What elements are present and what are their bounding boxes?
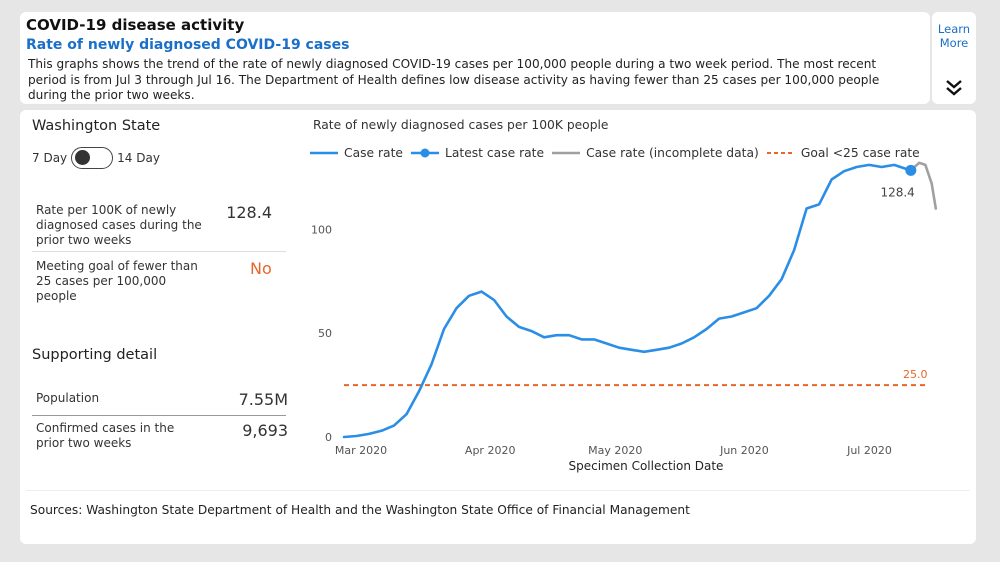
- case-rate-line: [342, 163, 913, 439]
- chart-plot: 0 50 100 Mar 2020 Apr 2020 May 2020 Jun 2020 Ju…: [311, 161, 938, 473]
- rate-value: 128.4: [226, 203, 272, 222]
- legend-label: Latest case rate: [444, 146, 545, 160]
- legend-goal[interactable]: Goal <25 case rate: [766, 146, 920, 160]
- goal-label: 25.0: [903, 368, 928, 381]
- page-title: COVID-19 disease activity: [26, 16, 245, 34]
- legend-label: Case rate: [344, 146, 403, 160]
- legend-latest-case-rate[interactable]: Latest case rate: [410, 146, 545, 160]
- legend-incomplete[interactable]: Case rate (incomplete data): [552, 146, 759, 160]
- incomplete-data-line: [909, 161, 938, 210]
- divider: [32, 251, 286, 252]
- latest-case-rate-point: [905, 164, 917, 176]
- day-toggle-row: 7 Day 14 Day: [32, 147, 160, 169]
- learn-more-card: Learn More: [932, 12, 976, 104]
- x-tick-label: Jun 2020: [719, 444, 769, 457]
- rate-label: Rate per 100K of newly diagnosed cases d…: [36, 203, 202, 247]
- chart-title: Rate of newly diagnosed cases per 100K p…: [313, 118, 609, 132]
- toggle-left-label: 7 Day: [32, 151, 68, 165]
- toggle-right-label: 14 Day: [117, 151, 160, 165]
- state-title: Washington State: [32, 118, 161, 134]
- learn-more-line1: Learn: [937, 22, 971, 36]
- y-tick-label: 100: [311, 223, 332, 236]
- confirmed-label: Confirmed cases in the prior two weeks: [36, 421, 175, 450]
- legend-label: Goal <25 case rate: [800, 146, 920, 160]
- x-axis-title: Specimen Collection Date: [569, 459, 724, 473]
- double-chevron-down-icon[interactable]: [943, 78, 965, 98]
- x-tick-label: Jul 2020: [846, 444, 892, 457]
- legend-line-swatch: [552, 151, 581, 155]
- legend-label: Case rate (incomplete data): [586, 146, 759, 160]
- toggle-knob: [75, 150, 91, 165]
- sources-text: Sources: Washington State Department of …: [30, 503, 690, 517]
- legend-marker-swatch: [410, 148, 439, 158]
- divider: [26, 490, 970, 491]
- page-description: This graphs shows the trend of the rate …: [28, 57, 880, 102]
- x-tick-label: May 2020: [588, 444, 642, 457]
- goal-value: No: [250, 259, 272, 278]
- goal-label: Meeting goal of fewer than 25 cases per …: [36, 259, 198, 303]
- main-card: Washington State 7 Day 14 Day Rate per 1…: [20, 110, 976, 544]
- chart-legend: Case rate Latest case rate Case rate (in…: [310, 144, 928, 162]
- header-card: COVID-19 disease activity Rate of newly …: [20, 12, 930, 104]
- x-tick-label: Apr 2020: [465, 444, 516, 457]
- y-tick-label: 50: [318, 327, 332, 340]
- x-tick-label: Mar 2020: [335, 444, 387, 457]
- page-subtitle: Rate of newly diagnosed COVID-19 cases: [26, 37, 350, 53]
- confirmed-value: 9,693: [242, 421, 288, 440]
- day-range-toggle[interactable]: [71, 147, 114, 169]
- y-tick-label: 0: [325, 431, 332, 444]
- legend-case-rate[interactable]: Case rate: [310, 146, 403, 160]
- population-value: 7.55M: [238, 390, 288, 409]
- latest-value-label: 128.4: [880, 185, 914, 199]
- population-label: Population: [36, 391, 100, 405]
- divider: [32, 415, 286, 416]
- legend-line-swatch: [310, 151, 338, 155]
- legend-dashed-swatch: [766, 152, 795, 154]
- learn-more-link[interactable]: Learn More: [932, 22, 976, 50]
- supporting-detail-title: Supporting detail: [32, 347, 158, 363]
- learn-more-line2: More: [939, 36, 969, 50]
